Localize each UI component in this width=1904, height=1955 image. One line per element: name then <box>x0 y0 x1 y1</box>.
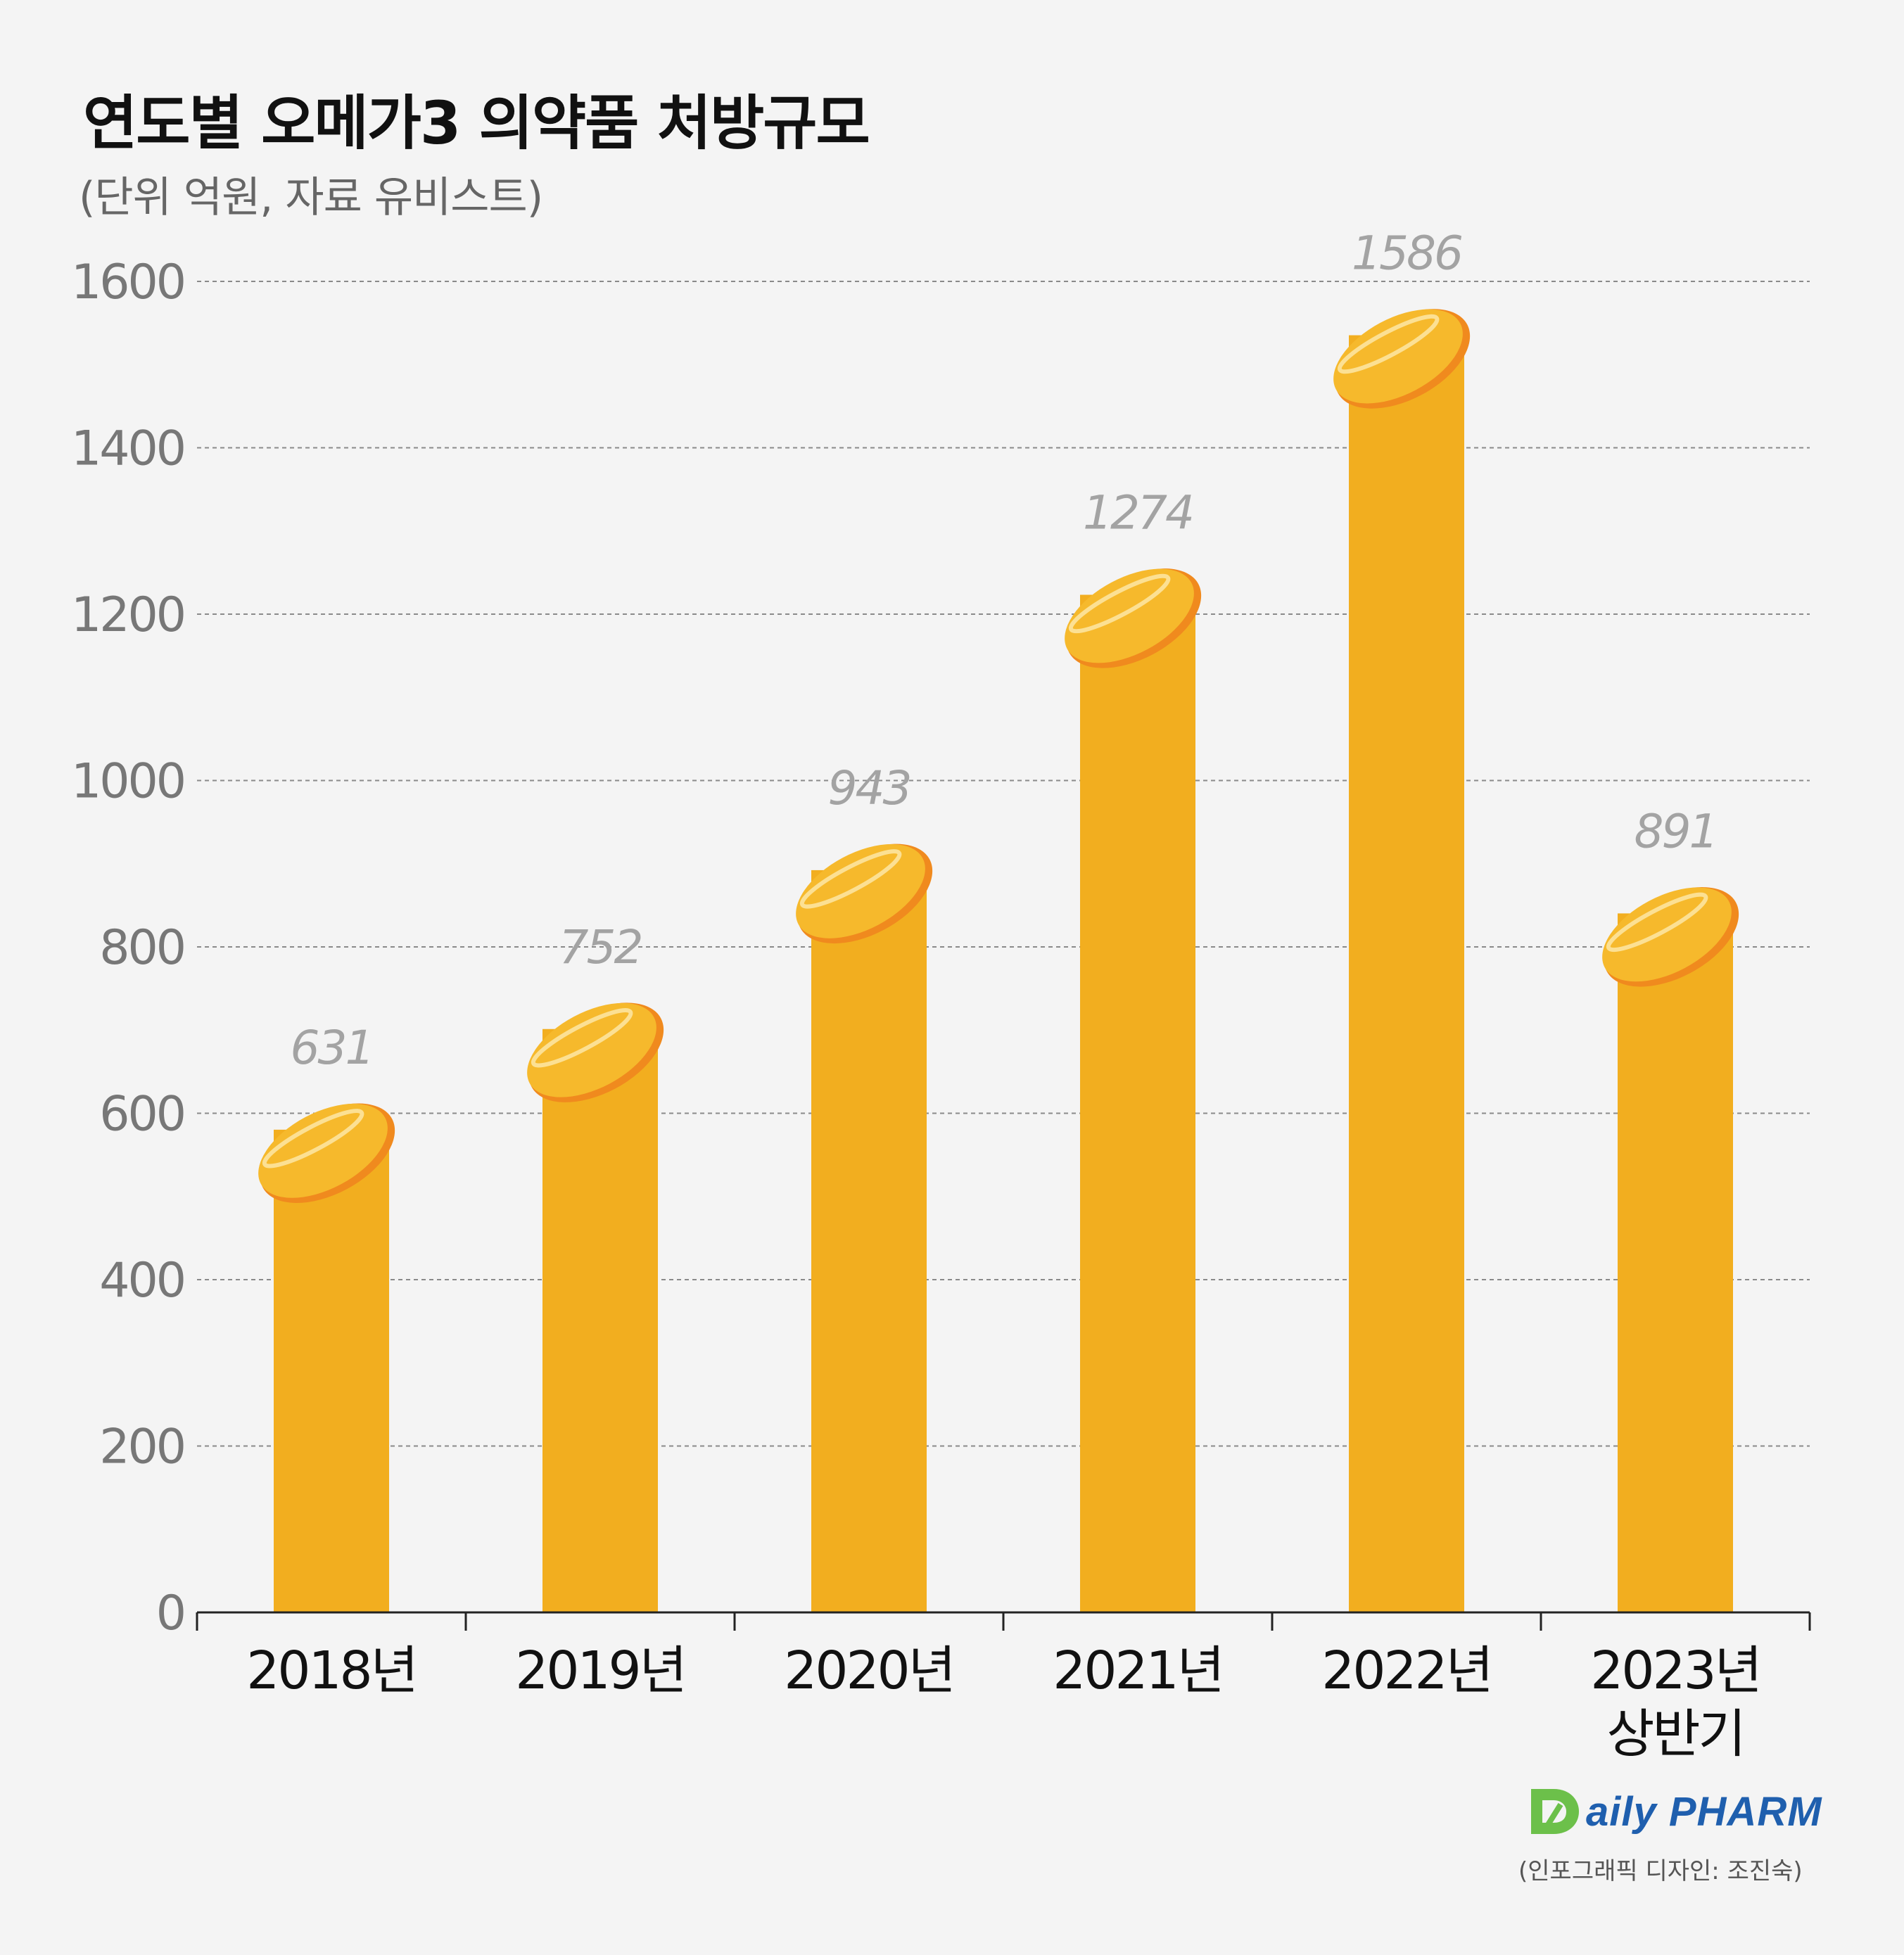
bar-group <box>258 1103 395 1612</box>
chart-title: 연도별 오메가3 의약품 처방규모 <box>83 89 870 158</box>
x-tick-label: 2018년 <box>246 1641 416 1701</box>
daily-pharm-logo: aily PHARM <box>1527 1783 1822 1840</box>
bar <box>1618 913 1733 1612</box>
x-tick-label: 2019년 <box>515 1641 685 1701</box>
capsule-highlight <box>1337 314 1440 374</box>
capsule-body <box>527 1002 656 1097</box>
bar <box>274 1129 389 1612</box>
bar <box>1349 335 1464 1613</box>
y-tick-label: 1400 <box>71 421 184 477</box>
capsule-icon <box>1602 887 1739 987</box>
y-tick-label: 200 <box>99 1420 184 1475</box>
x-tick-label: 상반기 <box>1606 1704 1744 1764</box>
x-tick-label: 2021년 <box>1053 1641 1222 1701</box>
bar-group <box>1602 887 1739 1612</box>
y-tick-label: 600 <box>99 1087 184 1142</box>
bar-group <box>796 843 933 1612</box>
value-labels-layer: 631 752 943 1274 1586 891 <box>291 227 1719 1075</box>
x-tick-label: 2020년 <box>784 1641 953 1701</box>
bar <box>811 870 927 1612</box>
capsule-highlight <box>799 849 902 909</box>
x-tick-label: 2022년 <box>1321 1641 1491 1701</box>
capsule-icon <box>796 843 933 944</box>
y-tick-label: 1200 <box>71 587 184 643</box>
grid-layer <box>197 281 1810 1447</box>
value-label: 631 <box>291 1021 373 1075</box>
design-credit: (인포그래픽 디자인: 조진숙) <box>1518 1857 1803 1885</box>
capsule-body <box>258 1103 388 1198</box>
capsule-highlight <box>531 1007 633 1068</box>
y-axis-tick-labels: 0 200 400 600 800 1000 1200 1400 1600 <box>71 255 186 1641</box>
capsule-highlight <box>262 1109 364 1168</box>
y-tick-label: 1000 <box>71 754 184 810</box>
capsule-body <box>1333 309 1463 404</box>
capsule-icon <box>527 1002 664 1102</box>
value-label: 891 <box>1635 804 1717 858</box>
capsule-icon <box>1065 568 1202 668</box>
x-tick-label: 2023년 <box>1590 1641 1760 1701</box>
daily-pharm-logo-mark-icon <box>1531 1789 1579 1834</box>
y-tick-label: 1600 <box>71 255 184 310</box>
capsule-icon <box>1333 309 1471 409</box>
bar <box>542 1029 658 1612</box>
value-label: 1586 <box>1352 227 1462 281</box>
value-label: 1274 <box>1083 485 1193 540</box>
daily-pharm-logo-text: aily PHARM <box>1586 1788 1822 1835</box>
capsule-icon <box>258 1103 395 1204</box>
capsule-body <box>1602 887 1732 982</box>
bar <box>1080 594 1195 1612</box>
bar-group <box>1333 309 1471 1613</box>
capsule-highlight <box>1606 892 1708 953</box>
value-label: 943 <box>828 761 910 815</box>
capsule-body <box>1065 568 1194 663</box>
y-tick-label: 400 <box>99 1253 184 1308</box>
bars-layer <box>258 309 1739 1613</box>
capsule-highlight <box>1068 573 1171 634</box>
bar-group <box>1065 568 1202 1612</box>
bar-group <box>527 1002 664 1612</box>
x-axis-layer <box>196 1611 1811 1631</box>
y-tick-label: 800 <box>99 920 184 976</box>
capsule-body <box>796 843 925 938</box>
value-label: 752 <box>559 920 642 974</box>
chart-subtitle: (단위 억원, 자료 유비스트) <box>79 173 543 222</box>
y-tick-label: 0 <box>156 1586 184 1641</box>
